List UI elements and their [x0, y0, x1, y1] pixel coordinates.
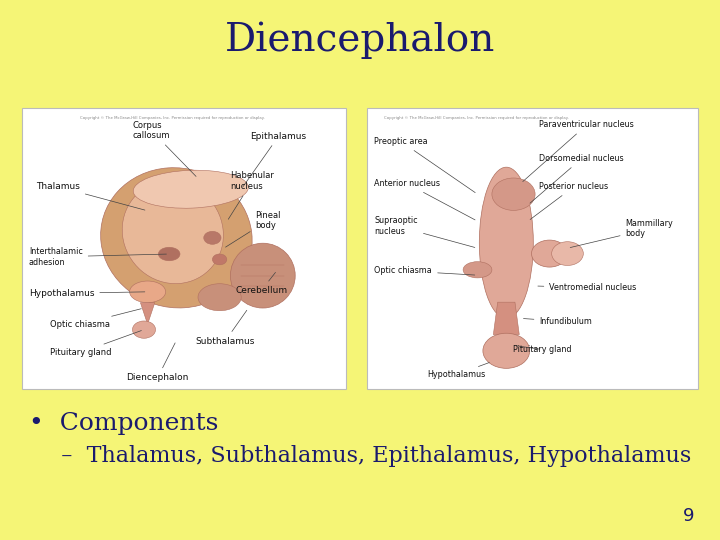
Circle shape: [204, 231, 221, 244]
Text: Hypothalamus: Hypothalamus: [427, 362, 490, 379]
Circle shape: [552, 242, 583, 266]
Text: –  Thalamus, Subthalamus, Epithalamus, Hypothalamus: – Thalamus, Subthalamus, Epithalamus, Hy…: [47, 446, 691, 467]
Text: Diencephalon: Diencephalon: [127, 343, 189, 382]
Ellipse shape: [130, 281, 166, 302]
Circle shape: [132, 321, 156, 338]
Ellipse shape: [133, 170, 248, 208]
Text: Mammillary
body: Mammillary body: [570, 219, 673, 247]
Ellipse shape: [480, 167, 534, 319]
Text: Pituitary gland: Pituitary gland: [513, 345, 572, 354]
Text: Pituitary gland: Pituitary gland: [50, 330, 141, 357]
Text: Copyright © The McGraw-Hill Companies, Inc. Permission required for reproduction: Copyright © The McGraw-Hill Companies, I…: [384, 117, 569, 120]
Text: Supraoptic
nucleus: Supraoptic nucleus: [374, 216, 474, 247]
Ellipse shape: [122, 181, 223, 284]
Text: Thalamus: Thalamus: [36, 182, 145, 210]
Text: Hypothalamus: Hypothalamus: [29, 289, 145, 298]
Polygon shape: [140, 302, 155, 324]
Text: Posterior nucleus: Posterior nucleus: [530, 182, 608, 220]
Text: Paraventricular nucleus: Paraventricular nucleus: [523, 120, 634, 181]
Text: Infundibulum: Infundibulum: [523, 317, 593, 326]
Text: Optic chiasma: Optic chiasma: [374, 266, 474, 275]
Ellipse shape: [463, 262, 492, 278]
Text: Optic chiasma: Optic chiasma: [50, 309, 141, 329]
FancyBboxPatch shape: [367, 108, 698, 389]
Circle shape: [531, 240, 567, 267]
Text: Copyright © The McGraw-Hill Companies, Inc. Permission required for reproduction: Copyright © The McGraw-Hill Companies, I…: [80, 117, 265, 120]
Text: Diencephalon: Diencephalon: [225, 22, 495, 59]
Text: Pineal
body: Pineal body: [225, 211, 281, 247]
Circle shape: [212, 254, 227, 265]
Ellipse shape: [198, 284, 241, 310]
Ellipse shape: [492, 178, 535, 211]
Text: •  Components: • Components: [29, 413, 218, 435]
Text: Preoptic area: Preoptic area: [374, 137, 475, 193]
Text: Corpus
callosum: Corpus callosum: [132, 121, 196, 177]
Ellipse shape: [483, 333, 530, 368]
Text: Anterior nucleus: Anterior nucleus: [374, 179, 475, 220]
Text: Habenular
nucleus: Habenular nucleus: [228, 171, 274, 219]
Text: Subthalamus: Subthalamus: [196, 310, 255, 346]
Text: Epithalamus: Epithalamus: [243, 132, 307, 187]
Ellipse shape: [158, 247, 180, 261]
Polygon shape: [493, 302, 519, 335]
Text: 9: 9: [683, 507, 695, 525]
Text: Interthalamic
adhesion: Interthalamic adhesion: [29, 247, 166, 267]
Text: Dorsomedial nucleus: Dorsomedial nucleus: [530, 154, 624, 203]
FancyBboxPatch shape: [22, 108, 346, 389]
Text: Cerebellum: Cerebellum: [235, 272, 287, 295]
Ellipse shape: [101, 168, 252, 308]
Text: Ventromedial nucleus: Ventromedial nucleus: [538, 283, 636, 292]
Ellipse shape: [230, 243, 295, 308]
